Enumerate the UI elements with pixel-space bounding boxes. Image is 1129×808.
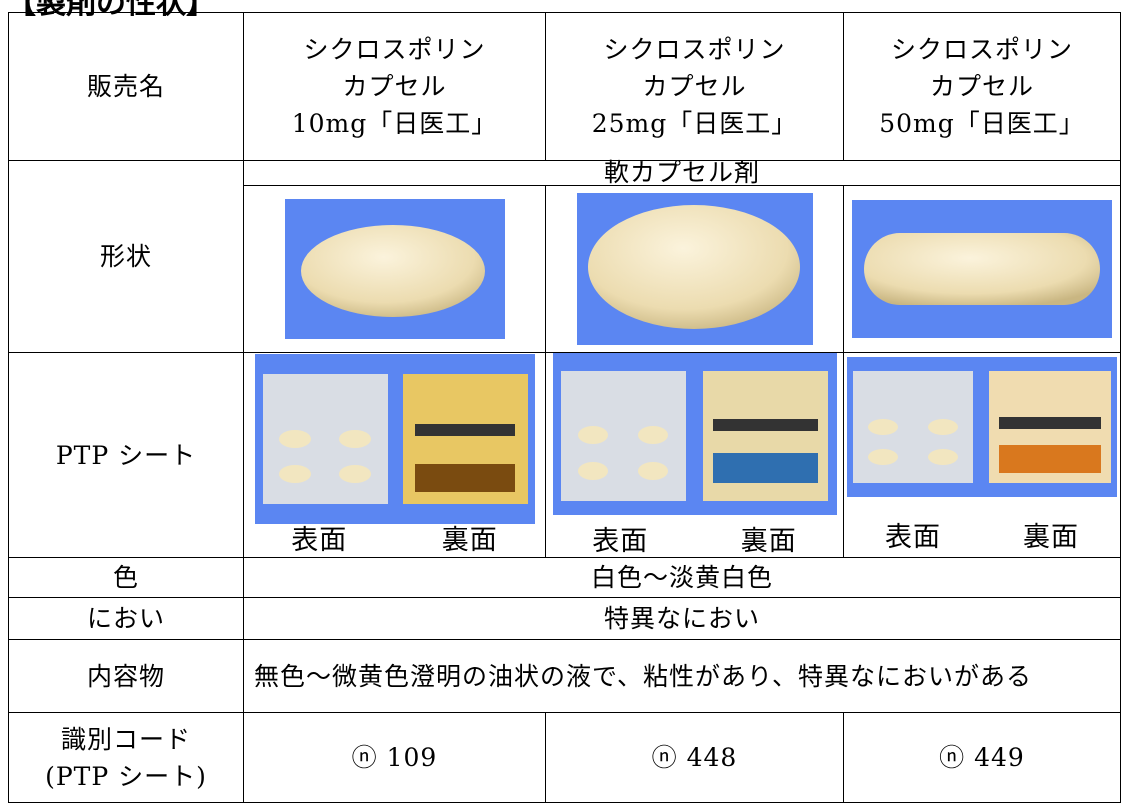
- ptp-cell: 表面 裏面: [545, 352, 844, 558]
- graphic-part: [278, 430, 311, 448]
- graphic-part: 表面 裏面: [244, 526, 545, 556]
- row: [9, 185, 1121, 353]
- name-line: シクロスポリン: [603, 35, 786, 64]
- capsule-image-cell: [545, 185, 844, 353]
- code-value: ⓝ 449: [843, 712, 1121, 803]
- contents-value: 無色～微黄色澄明の油状の液で、粘性があり、特異なにおいがある: [243, 639, 1121, 713]
- product-name: シクロスポリン カプセル 10mg「日医工」: [243, 12, 546, 161]
- graphic-part: 販売名 シクロスポリン カプセル 10mg「日医工」 シクロスポリン カプセル 25mg…: [8, 12, 1121, 803]
- dosage-form: 軟カプセル剤: [243, 160, 1121, 186]
- graphic-part: [637, 462, 668, 480]
- name-line: 25mg「日医工」: [591, 109, 798, 138]
- capsule-image: [576, 193, 813, 345]
- product-name: シクロスポリン カプセル 50mg「日医工」: [843, 12, 1121, 161]
- ptp-image: [552, 353, 837, 515]
- row: 形状 軟カプセル剤: [8, 160, 1121, 353]
- side-label: 表面: [592, 526, 649, 557]
- graphic-part: [868, 449, 898, 465]
- code-value: ⓝ 448: [545, 712, 844, 803]
- graphic-part: [864, 233, 1100, 305]
- side-label: 表面: [291, 525, 348, 556]
- graphic-part: 表面 裏面: [844, 523, 1120, 553]
- label-line: (PTP シート): [45, 761, 207, 791]
- graphic-part: 表面 裏面: [546, 527, 843, 557]
- graphic-part: [577, 462, 608, 480]
- graphic-part: [928, 419, 958, 435]
- graphic-part: [278, 465, 311, 483]
- ptp-cell: 表面 裏面: [843, 352, 1121, 558]
- name-line: 10mg「日医工」: [291, 109, 498, 138]
- ptp-image: [847, 357, 1117, 497]
- graphic-part: [868, 419, 898, 435]
- name-line: カプセル: [642, 72, 747, 101]
- capsule-image-cell: [843, 185, 1121, 353]
- graphic-part: [338, 430, 371, 448]
- graphic-part: [587, 205, 800, 329]
- color-value: 白色～淡黄白色: [243, 557, 1121, 598]
- name-line: シクロスポリン: [890, 35, 1073, 64]
- side-label: 裏面: [740, 526, 797, 557]
- graphic-part: [999, 445, 1101, 473]
- graphic-part: [928, 449, 958, 465]
- row-label: におい: [8, 597, 244, 640]
- side-label: 裏面: [1023, 522, 1079, 553]
- row: PTP シート 表面 裏面 表面 裏面 表面 裏面: [8, 352, 1121, 558]
- row-label: 内容物: [8, 639, 244, 713]
- graphic-part: [300, 225, 485, 317]
- capsule-image-cell: [243, 185, 546, 353]
- side-label: 表面: [885, 522, 941, 553]
- label-line: 識別コード: [60, 724, 191, 754]
- graphic-part: [414, 424, 515, 436]
- row: 識別コード (PTP シート) ⓝ 109 ⓝ 448 ⓝ 449: [8, 712, 1121, 803]
- graphic-part: [999, 417, 1101, 429]
- name-line: 50mg「日医工」: [879, 109, 1085, 138]
- name-line: カプセル: [929, 72, 1034, 101]
- side-label: 裏面: [441, 525, 498, 556]
- row-label: PTP シート: [8, 352, 244, 558]
- ptp-cell: 表面 裏面: [243, 352, 546, 558]
- graphic-part: [414, 464, 515, 492]
- row-label: 識別コード (PTP シート): [8, 712, 244, 803]
- row-label: 色: [8, 557, 244, 598]
- name-line: カプセル: [342, 72, 447, 101]
- graphic-part: [712, 419, 818, 431]
- row-label: 販売名: [8, 12, 244, 161]
- name-line: シクロスポリン: [303, 35, 486, 64]
- ptp-image: [254, 354, 535, 524]
- row: 色 白色～淡黄白色: [8, 557, 1121, 598]
- graphic-part: [338, 465, 371, 483]
- capsule-image: [284, 199, 505, 339]
- odor-value: 特異なにおい: [243, 597, 1121, 640]
- graphic-part: [577, 426, 608, 444]
- code-value: ⓝ 109: [243, 712, 546, 803]
- graphic-part: [712, 453, 818, 483]
- graphic-part: [637, 426, 668, 444]
- row: におい 特異なにおい: [8, 597, 1121, 640]
- row-label: 形状: [8, 160, 244, 353]
- spec-table: 販売名 シクロスポリン カプセル 10mg「日医工」 シクロスポリン カプセル 25mg…: [8, 12, 1121, 803]
- row: 販売名 シクロスポリン カプセル 10mg「日医工」 シクロスポリン カプセル 25mg…: [8, 12, 1121, 161]
- product-name: シクロスポリン カプセル 25mg「日医工」: [545, 12, 844, 161]
- row: 内容物 無色～微黄色澄明の油状の液で、粘性があり、特異なにおいがある: [8, 639, 1121, 713]
- capsule-image: [852, 200, 1112, 338]
